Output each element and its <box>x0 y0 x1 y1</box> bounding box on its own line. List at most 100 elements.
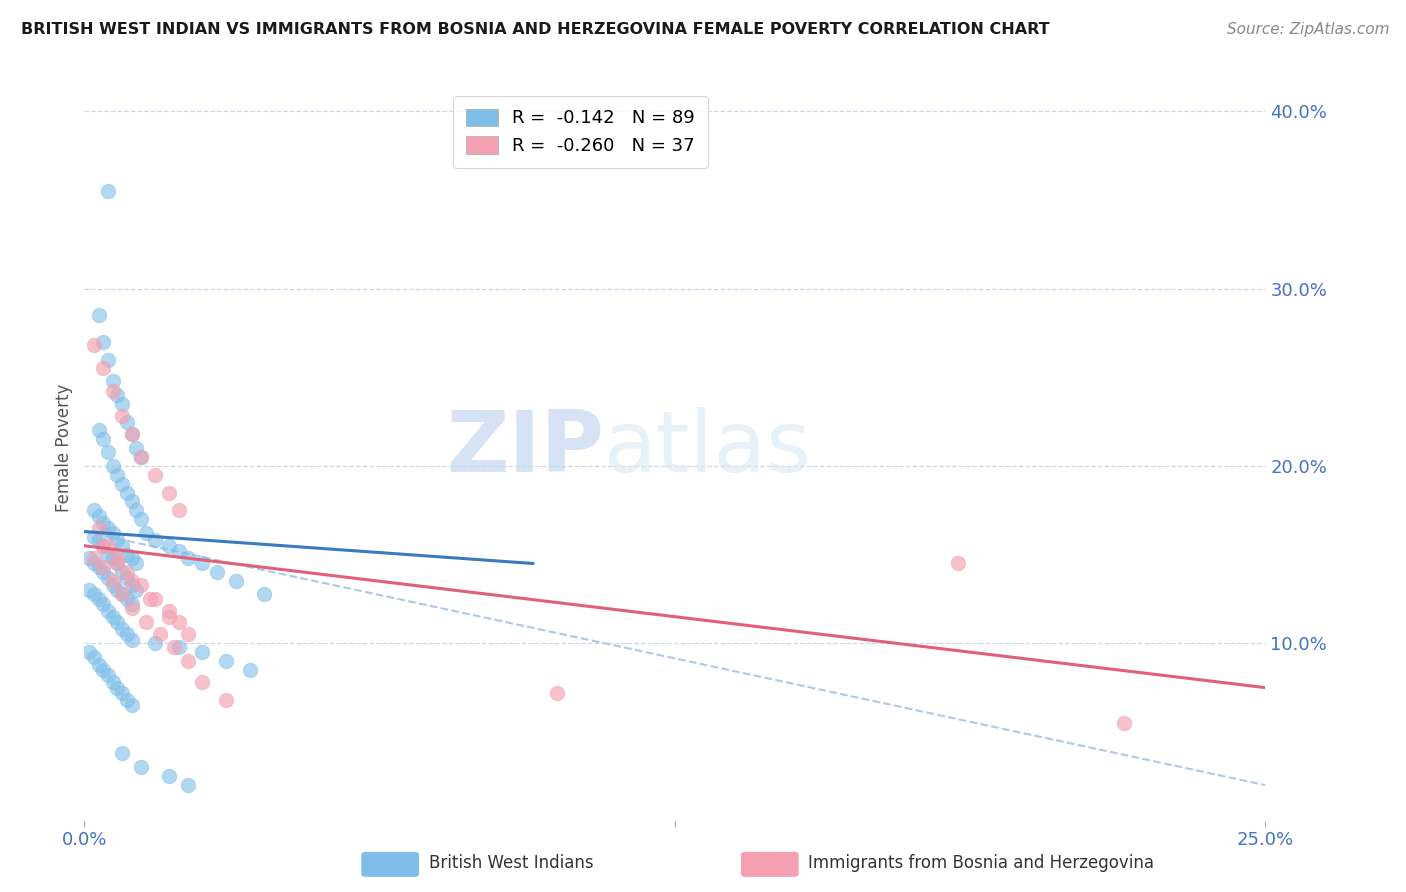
Point <box>121 698 143 713</box>
Point <box>107 615 129 629</box>
Point <box>111 409 134 424</box>
Point <box>83 557 105 571</box>
Point <box>107 467 129 482</box>
Point <box>115 693 138 707</box>
Point <box>91 539 114 553</box>
Point <box>143 467 166 482</box>
Point <box>129 578 152 592</box>
Point <box>77 645 100 659</box>
Point <box>87 533 110 548</box>
Point <box>97 184 120 198</box>
Legend: R =  -0.142   N = 89, R =  -0.260   N = 37: R = -0.142 N = 89, R = -0.260 N = 37 <box>453 96 707 168</box>
Point <box>115 591 138 606</box>
Point <box>121 551 143 566</box>
Point <box>101 675 124 690</box>
Point <box>107 533 129 548</box>
Point <box>157 539 180 553</box>
Point <box>111 397 134 411</box>
Text: Source: ZipAtlas.com: Source: ZipAtlas.com <box>1226 22 1389 37</box>
Point <box>125 583 148 598</box>
Point <box>167 544 190 558</box>
Point <box>107 388 129 402</box>
Point <box>225 574 247 589</box>
Point <box>125 442 148 455</box>
Point <box>77 551 100 566</box>
Point <box>115 485 138 500</box>
Point <box>177 654 200 668</box>
Point <box>101 578 124 592</box>
Point <box>101 374 124 388</box>
Point <box>121 427 143 442</box>
Point <box>111 476 134 491</box>
Point <box>101 609 124 624</box>
Point <box>253 587 276 601</box>
Point <box>115 627 138 641</box>
Point <box>111 686 134 700</box>
Point <box>125 503 148 517</box>
Point <box>121 427 143 442</box>
Point <box>111 622 134 636</box>
Point <box>157 485 180 500</box>
Point <box>91 663 114 677</box>
Point <box>149 627 172 641</box>
Point <box>125 557 148 571</box>
Point <box>121 578 143 592</box>
Text: ZIP: ZIP <box>446 407 605 490</box>
Point <box>97 352 120 367</box>
Point <box>87 560 110 574</box>
Point <box>87 424 110 438</box>
Point <box>129 450 152 464</box>
Point <box>121 574 143 589</box>
Point <box>143 533 166 548</box>
Point <box>111 746 134 760</box>
Point <box>157 769 180 783</box>
Point <box>177 778 200 792</box>
Point <box>107 557 129 571</box>
Point <box>97 444 120 458</box>
Point <box>546 686 568 700</box>
Point <box>97 604 120 618</box>
Text: atlas: atlas <box>605 407 813 490</box>
Point <box>121 600 143 615</box>
Point <box>97 668 120 682</box>
Point <box>83 551 105 566</box>
Point <box>91 566 114 580</box>
Point <box>121 494 143 508</box>
Point <box>107 557 129 571</box>
Point <box>163 640 186 654</box>
Point <box>129 512 152 526</box>
Point <box>191 557 214 571</box>
Point <box>101 551 124 566</box>
Point <box>157 609 180 624</box>
Point <box>135 615 157 629</box>
Point <box>101 384 124 399</box>
Point <box>215 693 238 707</box>
Point <box>83 530 105 544</box>
Point <box>91 361 114 376</box>
Point <box>157 604 180 618</box>
Point <box>83 503 105 517</box>
Point <box>83 650 105 665</box>
Text: Immigrants from Bosnia and Herzegovina: Immigrants from Bosnia and Herzegovina <box>808 855 1154 872</box>
Point <box>91 516 114 530</box>
Point <box>91 334 114 349</box>
Point <box>97 539 120 553</box>
Y-axis label: Female Poverty: Female Poverty <box>55 384 73 512</box>
Point <box>239 663 262 677</box>
Point <box>167 615 190 629</box>
Point <box>91 433 114 447</box>
Point <box>1112 716 1135 731</box>
Point <box>215 654 238 668</box>
Point <box>87 521 110 535</box>
Point <box>97 571 120 585</box>
Point <box>191 645 214 659</box>
Point <box>107 681 129 695</box>
Point <box>115 571 138 585</box>
Point <box>115 415 138 429</box>
Point <box>143 636 166 650</box>
Point <box>139 591 162 606</box>
Point <box>115 548 138 562</box>
Point <box>115 566 138 580</box>
Point <box>97 521 120 535</box>
Point <box>129 450 152 464</box>
